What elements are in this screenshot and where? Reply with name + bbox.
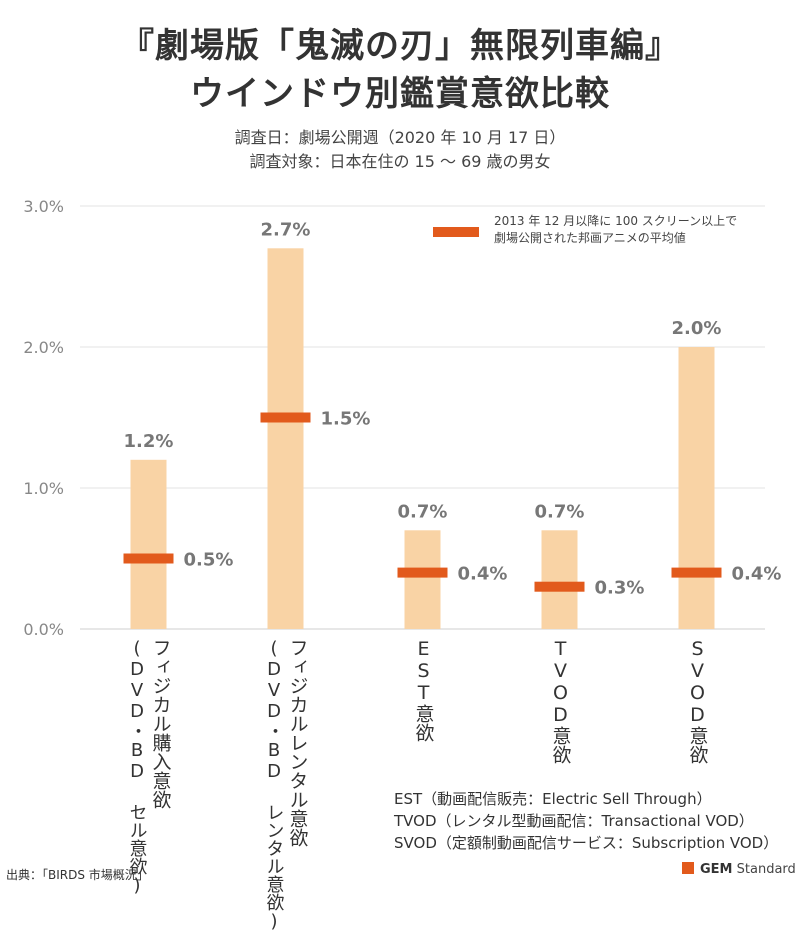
x-category-label: TVOD意欲 bbox=[549, 638, 572, 764]
average-value-label: 0.3% bbox=[595, 578, 645, 599]
note-est: EST（動画配信販売：Electric Sell Through） bbox=[394, 790, 712, 808]
average-value-label: 0.4% bbox=[732, 564, 782, 585]
average-value-label: 1.5% bbox=[321, 409, 371, 430]
x-category-label: EST意欲 bbox=[412, 638, 435, 742]
x-category-label: フィジカル購入意欲 bbox=[149, 638, 172, 809]
y-tick-label: 3.0% bbox=[23, 197, 64, 216]
bar bbox=[541, 530, 578, 629]
brand-logo: GEM Standard bbox=[682, 862, 796, 877]
chart-title-line1: 『劇場版「鬼滅の刃」無限列車編』 bbox=[120, 26, 680, 66]
bar bbox=[678, 347, 715, 629]
bar-value-label: 2.7% bbox=[261, 219, 311, 240]
y-tick-label: 1.0% bbox=[23, 479, 64, 498]
x-category-sublabel: (DVD・BD セル意欲) bbox=[126, 638, 148, 896]
average-value-label: 0.4% bbox=[458, 564, 508, 585]
brand-name: Standard bbox=[736, 862, 796, 877]
bar bbox=[404, 530, 441, 629]
average-marker bbox=[671, 567, 722, 578]
x-category-sublabel: (DVD・BD レンタル意欲) bbox=[263, 638, 285, 932]
average-marker bbox=[123, 553, 174, 564]
note-svod: SVOD（定額制動画配信サービス：Subscription VOD） bbox=[394, 834, 779, 852]
average-marker bbox=[534, 581, 585, 592]
legend-text: 2013 年 12 月以降に 100 スクリーン以上で 劇場公開された邦画アニメ… bbox=[494, 213, 737, 247]
average-marker bbox=[397, 567, 448, 578]
bar bbox=[130, 459, 167, 629]
brand-square-icon bbox=[682, 862, 694, 874]
source-note: 出典：「BIRDS 市場概況」 bbox=[6, 868, 149, 882]
legend-marker bbox=[433, 227, 479, 237]
brand-mark: GEM bbox=[700, 862, 733, 877]
bar-value-label: 2.0% bbox=[672, 318, 722, 339]
legend-text-line2: 劇場公開された邦画アニメの平均値 bbox=[494, 231, 686, 245]
chart-plot: 0.0% 1.0% 2.0% 3.0% 1.2% 0.5% 2.7% 1.5% 0.7% 0.4%… bbox=[23, 197, 782, 639]
subtitle-survey-date: 調査日：劇場公開週（2020 年 10 月 17 日） bbox=[234, 128, 566, 147]
y-tick-label: 2.0% bbox=[23, 338, 64, 357]
x-category-label: SVOD意欲 bbox=[686, 638, 709, 764]
abbreviation-notes: EST（動画配信販売：Electric Sell Through） TVOD（レ… bbox=[394, 788, 778, 854]
y-tick-label: 0.0% bbox=[23, 620, 64, 639]
chart-title-line2: ウインドウ別鑑賞意欲比較 bbox=[190, 74, 610, 114]
bar bbox=[267, 248, 304, 630]
x-category-label: フィジカルレンタル意欲 bbox=[286, 638, 309, 847]
bar-value-label: 0.7% bbox=[535, 501, 585, 522]
average-marker bbox=[260, 412, 311, 423]
bar-value-label: 1.2% bbox=[124, 431, 174, 452]
subtitle-survey-target: 調査対象：日本在住の 15 〜 69 歳の男女 bbox=[249, 152, 551, 171]
average-value-label: 0.5% bbox=[184, 550, 234, 571]
bar-value-label: 0.7% bbox=[398, 501, 448, 522]
note-tvod: TVOD（レンタル型動画配信：Transactional VOD） bbox=[394, 812, 754, 830]
legend-text-line1: 2013 年 12 月以降に 100 スクリーン以上で bbox=[494, 214, 738, 228]
